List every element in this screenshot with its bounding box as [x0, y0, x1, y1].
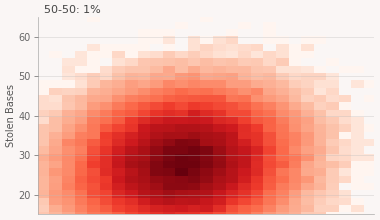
Text: 50-50: 1%: 50-50: 1%: [44, 5, 101, 15]
Y-axis label: Stolen Bases: Stolen Bases: [6, 84, 16, 147]
